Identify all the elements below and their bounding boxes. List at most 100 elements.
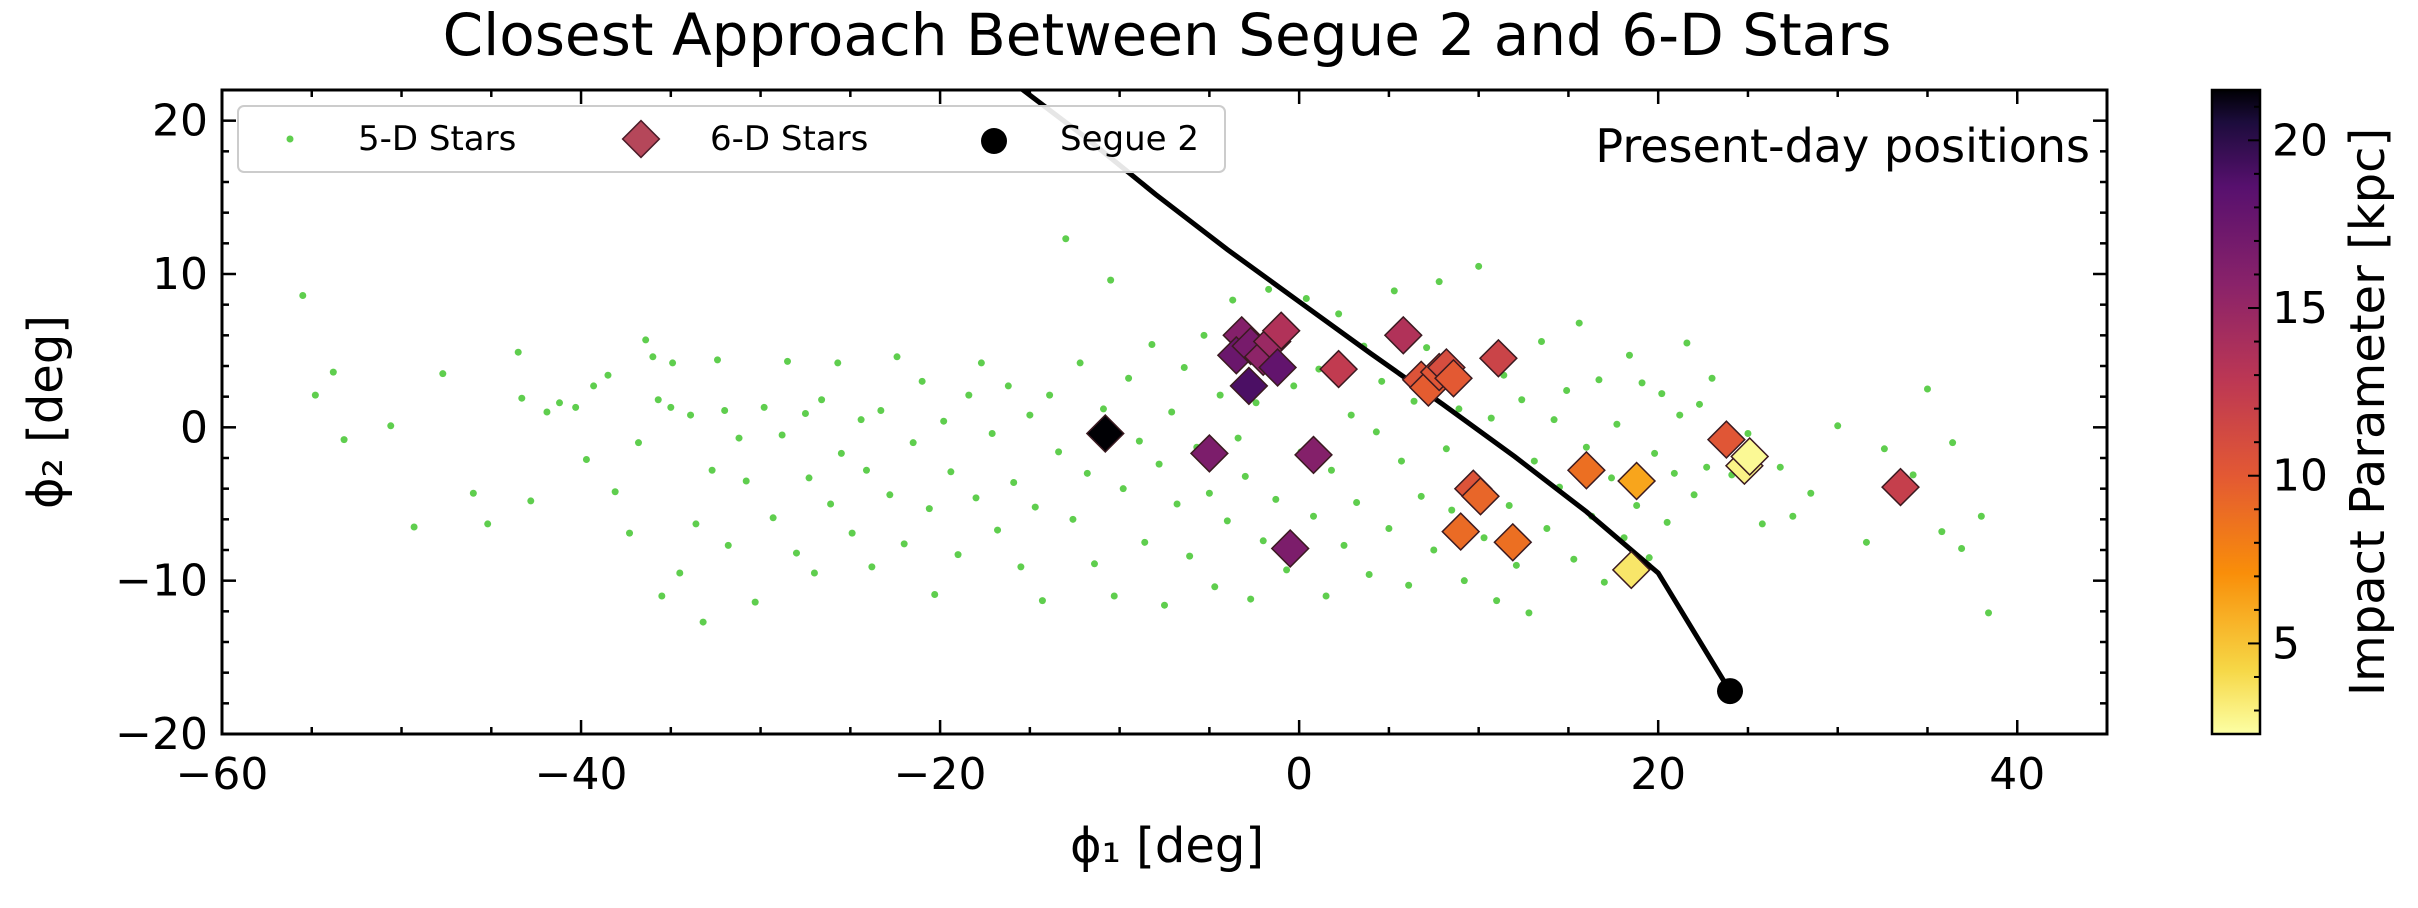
data-point-6d-star: [1258, 348, 1298, 387]
data-point-5d-star: [1405, 581, 1413, 589]
data-point-5d-star: [1512, 561, 1520, 569]
data-point-5d-star: [1161, 601, 1168, 609]
data-point-5d-star: [1923, 385, 1931, 393]
data-point-5d-star: [1168, 408, 1176, 416]
data-point-5d-star: [1322, 592, 1330, 600]
data-point-5d-star: [1259, 537, 1267, 545]
data-point-5d-star: [1417, 492, 1425, 500]
data-point-5d-star: [1789, 512, 1797, 520]
data-point-5d-star: [469, 489, 477, 497]
data-point-5d-star: [862, 466, 870, 474]
data-point-5d-star: [387, 422, 395, 430]
data-point-5d-star: [805, 474, 813, 482]
data-point-5d-star: [972, 494, 980, 502]
data-point-5d-star: [1390, 287, 1398, 295]
data-point-5d-star: [1125, 374, 1133, 382]
data-point-5d-star: [1252, 399, 1260, 407]
data-point-5d-star: [1155, 460, 1163, 468]
data-point-5d-star: [484, 520, 492, 528]
data-point-6d-star: [1434, 358, 1473, 398]
data-point-6d-star: [1493, 522, 1533, 562]
colorbar-tick-label: 5: [2272, 618, 2300, 669]
data-point-5d-star: [1410, 397, 1418, 405]
data-point-5d-star: [1807, 489, 1815, 497]
data-point-5d-star: [1026, 411, 1034, 419]
data-point-5d-star: [947, 468, 955, 476]
data-point-5d-star: [311, 391, 319, 399]
data-point-5d-star: [1340, 541, 1348, 549]
data-point-5d-star: [1708, 374, 1716, 382]
data-point-5d-star: [977, 359, 985, 367]
data-point-5d-star: [713, 356, 721, 364]
legend-frame: [237, 105, 1226, 173]
legend-marker-segue-2: [981, 128, 1007, 154]
data-point-5d-star: [708, 466, 716, 474]
data-point-5d-star: [1119, 485, 1127, 493]
data-point-5d-star: [1010, 479, 1018, 487]
data-point-5d-star: [1141, 538, 1149, 546]
data-point-5d-star: [642, 336, 650, 344]
x-tick-label: 40: [1989, 749, 2045, 800]
data-point-5d-star: [940, 417, 948, 425]
data-point-5d-star: [590, 382, 598, 390]
data-point-5d-star: [1938, 528, 1946, 536]
data-point-5d-star: [742, 477, 750, 485]
data-point-5d-star: [1186, 552, 1194, 560]
data-point-5d-star: [1670, 469, 1678, 477]
data-point-5d-star: [1385, 525, 1393, 533]
data-point-5d-star: [572, 403, 580, 411]
data-point-5d-star: [1676, 411, 1684, 419]
data-point-6d-star: [1881, 467, 1920, 507]
data-point-5d-star: [1004, 382, 1012, 390]
data-point-5d-star: [1582, 443, 1590, 451]
legend-marker-5d-stars: [286, 135, 294, 143]
data-point-6d-star: [1270, 529, 1310, 568]
data-point-6d-star: [1611, 550, 1651, 590]
data-point-5d-star: [1378, 377, 1386, 385]
data-point-5d-star: [654, 396, 662, 404]
data-point-5d-star: [1695, 400, 1703, 408]
legend-label-5d-stars: 5-D Stars: [358, 119, 516, 159]
data-point-5d-star: [1834, 422, 1842, 430]
data-point-6d-star: [1441, 512, 1481, 552]
data-point-5d-star: [1423, 344, 1431, 352]
data-point-5d-star: [1487, 414, 1495, 422]
data-point-6d-star: [1617, 461, 1657, 501]
data-point-5d-star: [792, 549, 800, 557]
data-point-5d-star: [721, 406, 729, 414]
data-point-5d-star: [1017, 563, 1025, 571]
data-point-5d-star: [604, 371, 612, 379]
data-point-5d-star: [1135, 437, 1143, 445]
legend-marker-6d-stars: [621, 119, 661, 159]
data-point-5d-star: [778, 431, 786, 439]
data-point-5d-star: [827, 500, 835, 508]
x-tick-label: −20: [894, 749, 987, 800]
data-point-5d-star: [1234, 434, 1242, 442]
colorbar-tick-label: 10: [2272, 451, 2328, 502]
data-point-5d-star: [556, 399, 564, 407]
data-point-5d-star: [1372, 428, 1380, 436]
data-point-5d-star: [784, 357, 791, 365]
data-point-5d-star: [1448, 506, 1456, 514]
data-point-5d-star: [514, 348, 522, 356]
data-point-5d-star: [877, 406, 885, 414]
data-point-5d-star: [1958, 544, 1966, 552]
data-point-5d-star: [527, 497, 535, 505]
data-point-6d-star: [1319, 349, 1359, 389]
data-point-5d-star: [1880, 445, 1888, 453]
data-point-6d-star: [1229, 366, 1269, 406]
x-tick-label: 20: [1630, 749, 1686, 800]
data-point-5d-star: [1038, 597, 1046, 605]
data-point-5d-star: [1205, 489, 1213, 497]
data-point-5d-star: [1985, 609, 1993, 617]
y-axis-label: ϕ₂ [deg]: [18, 315, 74, 509]
data-point-5d-star: [1758, 520, 1766, 528]
data-point-5d-star: [834, 359, 842, 367]
data-point-5d-star: [1703, 463, 1711, 471]
data-point-6d-star: [1461, 476, 1500, 516]
data-point-5d-star: [1062, 235, 1070, 243]
segue-2-orbit-line: [1018, 90, 1733, 693]
data-point-5d-star: [1099, 405, 1107, 413]
data-point-5d-star: [1290, 382, 1298, 390]
